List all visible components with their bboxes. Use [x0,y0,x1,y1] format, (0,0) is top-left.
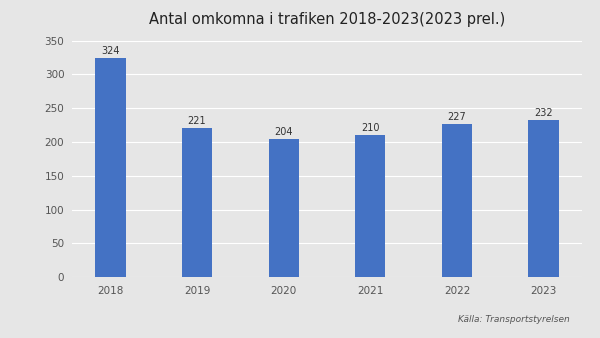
Text: 204: 204 [274,127,293,137]
Bar [182,128,212,277]
Bar [95,58,125,277]
Text: Källa: Transportstyrelsen: Källa: Transportstyrelsen [458,315,570,324]
Text: 232: 232 [535,108,553,118]
Text: 227: 227 [448,112,466,122]
Title: Antal omkomna i trafiken 2018-2023(2023 prel.): Antal omkomna i trafiken 2018-2023(2023 … [149,12,505,27]
Text: 221: 221 [188,116,206,126]
Bar [529,120,559,277]
Bar [269,139,299,277]
Text: 210: 210 [361,123,380,133]
Text: 324: 324 [101,46,119,56]
Bar [355,135,385,277]
Bar [442,124,472,277]
